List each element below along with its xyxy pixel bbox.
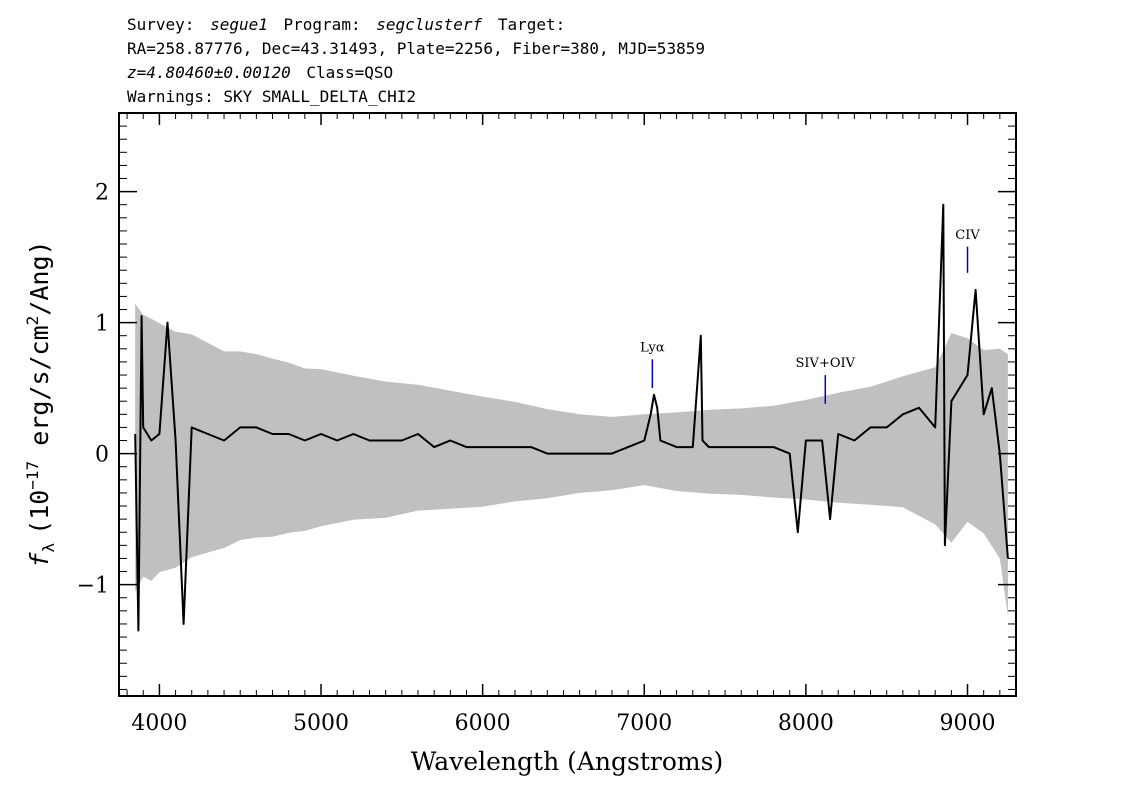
- emission-line-labels: Lyα SIV+OIV CIV: [640, 228, 980, 404]
- flux-line: [134, 203, 1009, 632]
- x-tick-label: 8000: [778, 711, 834, 736]
- y-axis-exp2: 2: [23, 316, 42, 326]
- x-tick-label: 9000: [940, 711, 996, 736]
- header-line-redshift: z=4.80460±0.00120 Class=QSO: [127, 63, 393, 82]
- x-tick-label: 5000: [293, 711, 349, 736]
- target-label: Target:: [498, 15, 565, 34]
- x-tick-label: 6000: [455, 711, 511, 736]
- error-band: [135, 303, 1008, 617]
- line-label-ly: Lyα: [640, 340, 665, 389]
- line-label-text: CIV: [955, 228, 980, 243]
- axis-ticks: 4000 5000 6000 7000 8000 9000 −1 0 1 2: [77, 113, 1016, 736]
- line-label-civ: CIV: [955, 228, 980, 273]
- y-axis-prefix: (10: [25, 490, 54, 535]
- plot-frame: [118, 112, 1017, 697]
- y-axis-exp1: −17: [23, 461, 42, 490]
- x-axis-title: Wavelength (Angstroms): [411, 747, 723, 776]
- header-line-coords: RA=258.87776, Dec=43.31493, Plate=2256, …: [127, 39, 705, 58]
- line-label-text: Lyα: [640, 340, 665, 355]
- line-label-text: SIV+OIV: [796, 356, 856, 371]
- header-line-warnings: Warnings: SKY SMALL_DELTA_CHI2: [127, 87, 416, 106]
- y-tick-label: 0: [95, 443, 109, 468]
- program-label: Program:: [284, 15, 361, 34]
- x-tick-label: 4000: [131, 711, 187, 736]
- x-tick-label: 7000: [616, 711, 672, 736]
- survey-value: segue1: [210, 15, 268, 34]
- line-label-sivoiv: SIV+OIV: [796, 356, 856, 404]
- header-line-survey: Survey: segue1 Program: segclusterf Targ…: [127, 15, 565, 34]
- survey-label: Survey:: [127, 15, 194, 34]
- y-axis-suffix: /Ang): [25, 240, 54, 315]
- y-axis-symbol-subscript: λ: [39, 543, 58, 553]
- plot-series: [134, 203, 1009, 632]
- y-axis-title: fλ (10−17 erg/s/cm2/Ang): [23, 240, 58, 567]
- y-tick-label: −1: [77, 574, 109, 599]
- class-value: Class=QSO: [306, 63, 393, 82]
- program-value: segclusterf: [376, 15, 482, 34]
- y-axis-mid: erg/s/cm: [25, 325, 54, 460]
- y-tick-label: 2: [95, 181, 109, 206]
- redshift-value: z=4.80460±0.00120: [127, 63, 291, 82]
- y-axis-symbol: f: [25, 552, 54, 568]
- y-tick-label: 1: [95, 312, 109, 337]
